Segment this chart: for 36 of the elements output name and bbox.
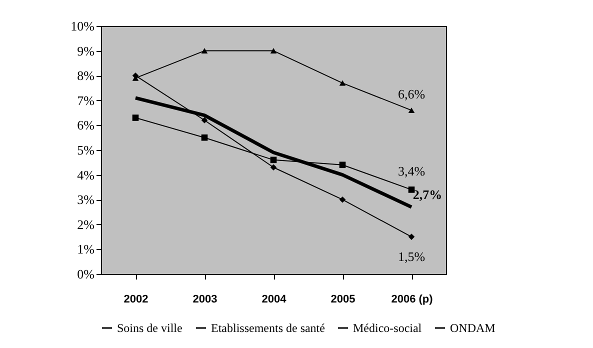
annotation: 2,7%: [412, 187, 442, 202]
point: [270, 48, 277, 54]
y-tick-label: 9%: [77, 43, 95, 58]
annotation: 6,6%: [398, 86, 426, 102]
x-tick-label: 2002: [124, 294, 148, 306]
x-tick-label: 2005: [330, 294, 356, 306]
point: [339, 80, 346, 86]
y-tick-label: 4%: [77, 167, 95, 182]
annotation: 1,5%: [398, 248, 426, 264]
point: [201, 117, 208, 124]
point: [408, 108, 415, 114]
legend-label: ONDAM: [450, 321, 496, 335]
x-tick-label: 2006 (p): [391, 294, 434, 306]
y-tick-label: 0%: [77, 266, 95, 282]
y-tick-label: 3%: [77, 192, 95, 208]
point: [339, 196, 346, 203]
y-tick-label: 2%: [77, 216, 95, 232]
point: [201, 134, 208, 141]
x-tick-label: 2004: [262, 294, 288, 306]
point: [270, 164, 277, 171]
legend-label: Médico-social: [353, 321, 422, 335]
point: [408, 234, 415, 240]
y-tick-label: 7%: [77, 92, 95, 108]
annotation: 3,4%: [398, 164, 426, 179]
legend-label: Soins de ville: [117, 321, 182, 335]
y-tick-label: 1%: [77, 242, 95, 257]
point: [339, 162, 346, 168]
x-tick-label: 2003: [192, 294, 218, 306]
y-tick-label: 6%: [77, 118, 95, 133]
y-tick-label: 10%: [70, 18, 95, 34]
y-tick-label: 8%: [77, 68, 95, 84]
point: [132, 114, 139, 121]
point: [201, 48, 208, 54]
y-tick-label: 5%: [77, 142, 95, 158]
legend-label: Etablissements de santé: [211, 321, 325, 335]
point: [270, 156, 277, 164]
